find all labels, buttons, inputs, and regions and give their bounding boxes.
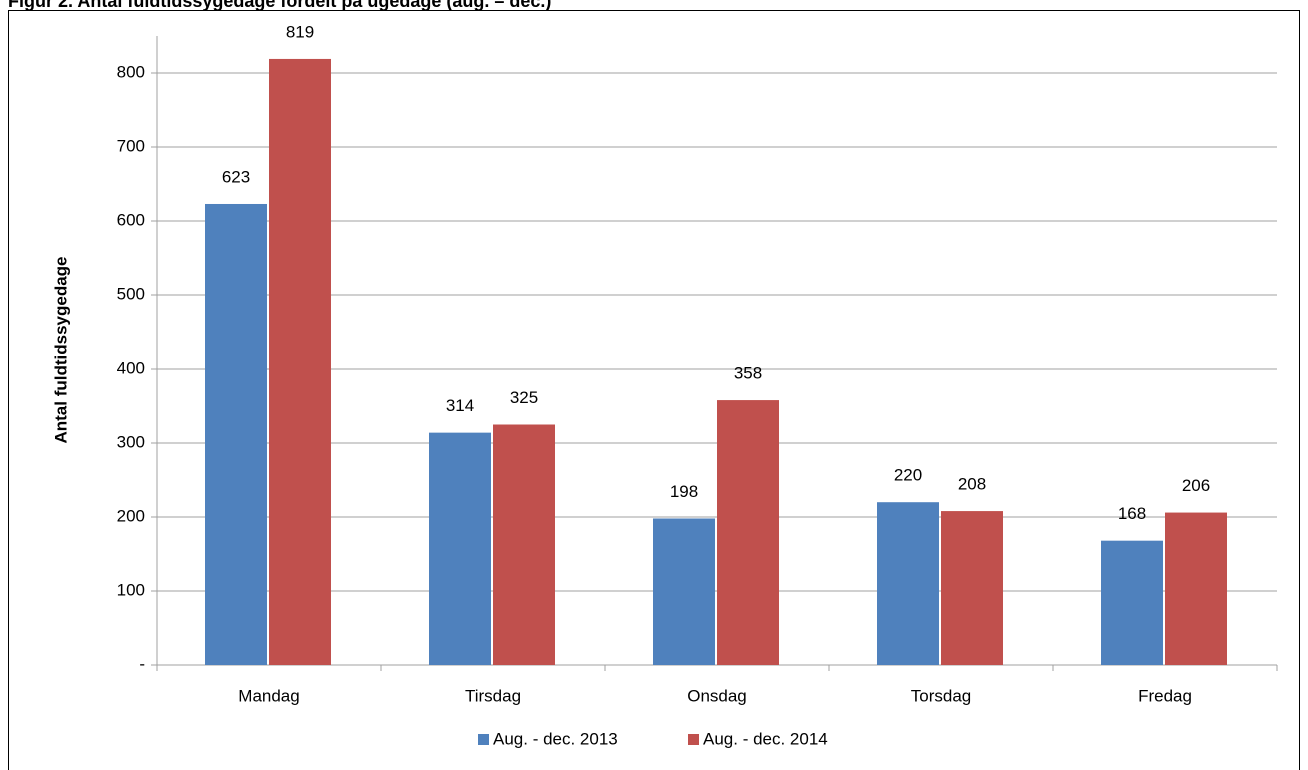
bar: [1101, 540, 1163, 665]
data-label: 208: [958, 475, 986, 494]
y-tick-label: 300: [117, 432, 145, 451]
bar: [269, 58, 331, 665]
bar: [1165, 512, 1227, 665]
y-tick-label: 500: [117, 284, 145, 303]
data-label: 819: [286, 22, 314, 41]
y-tick-label: 400: [117, 358, 145, 377]
y-tick-label: 800: [117, 62, 145, 81]
x-tick-label: Tirsdag: [465, 686, 521, 705]
bar: [429, 432, 491, 665]
y-tick-label: 200: [117, 506, 145, 525]
y-tick-label: 700: [117, 136, 145, 155]
legend-label: Aug. - dec. 2014: [703, 729, 828, 748]
chart-frame: [8, 10, 1300, 770]
bar: [493, 424, 555, 665]
y-tick-label: -: [139, 654, 145, 673]
y-axis-label: Antal fuldtidssygedage: [51, 256, 70, 443]
data-label: 168: [1118, 504, 1146, 523]
data-label: 314: [446, 396, 474, 415]
data-label: 198: [670, 482, 698, 501]
legend-swatch: [688, 734, 699, 745]
data-label: 325: [510, 388, 538, 407]
bar: [205, 203, 267, 666]
data-label: 220: [894, 466, 922, 485]
bar: [941, 511, 1003, 665]
legend-label: Aug. - dec. 2013: [493, 729, 618, 748]
x-tick-label: Fredag: [1138, 686, 1192, 705]
data-label: 623: [222, 167, 250, 186]
data-label: 358: [734, 364, 762, 383]
chart-title: Figur 2. Antal fuldtidssygedage fordelt …: [8, 0, 551, 11]
bar: [717, 400, 779, 665]
legend-swatch: [478, 734, 489, 745]
y-tick-label: 100: [117, 580, 145, 599]
bar: [877, 502, 939, 665]
y-tick-label: 600: [117, 210, 145, 229]
x-tick-label: Torsdag: [911, 686, 971, 705]
data-label: 206: [1182, 476, 1210, 495]
x-tick-label: Onsdag: [687, 686, 747, 705]
x-tick-label: Mandag: [238, 686, 299, 705]
bar: [653, 518, 715, 665]
